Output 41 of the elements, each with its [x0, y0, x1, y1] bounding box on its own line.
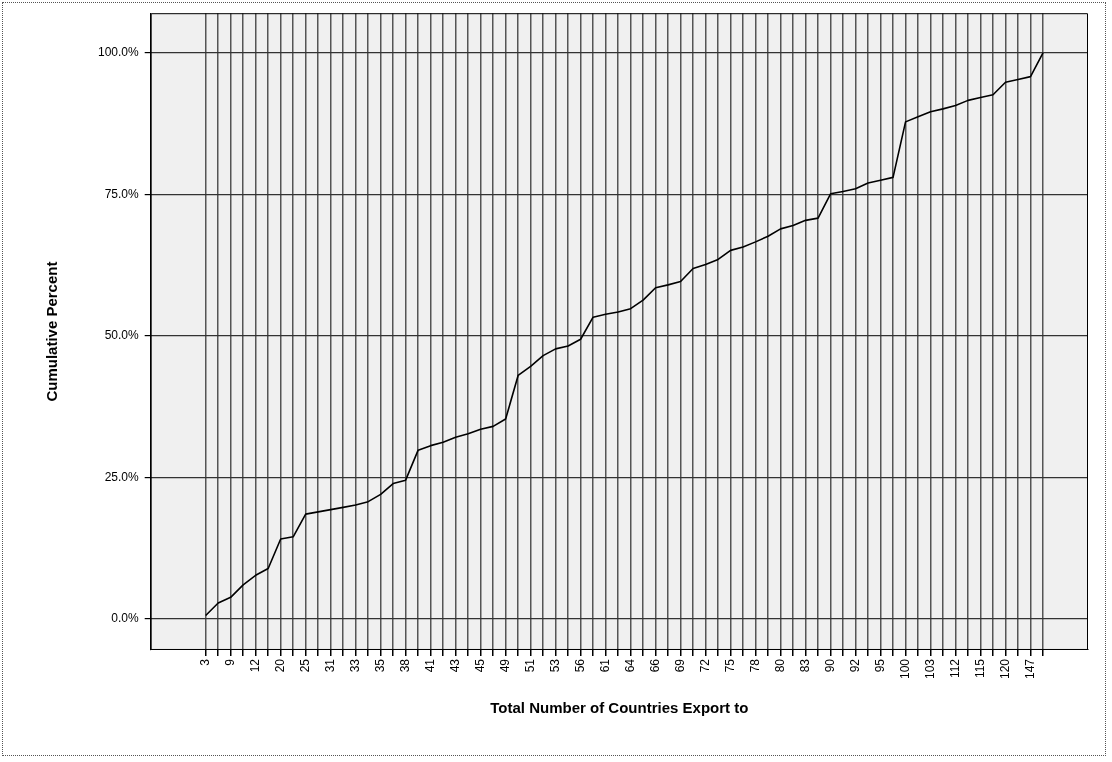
x-tick-label: 103	[922, 658, 937, 680]
x-tick-label: 56	[572, 658, 587, 673]
x-tick-label: 92	[847, 658, 862, 673]
x-tick-label: 38	[397, 658, 412, 673]
x-tick-label: 20	[272, 658, 287, 673]
x-tick-label: 31	[322, 658, 337, 673]
x-tick-label: 83	[797, 658, 812, 673]
y-tick-label: 0.0%	[111, 611, 140, 626]
x-tick-label: 64	[622, 658, 637, 673]
x-tick-label: 3	[198, 658, 212, 666]
x-tick-label: 9	[222, 658, 237, 666]
x-tick-label: 72	[697, 658, 712, 673]
y-tick-label: 50.0%	[104, 328, 140, 343]
x-tick-label: 90	[822, 658, 837, 673]
x-tick-label: 33	[347, 658, 362, 673]
y-tick-label: 25.0%	[104, 469, 140, 484]
x-tick-label: 115	[972, 658, 987, 679]
x-tick-label: 43	[447, 658, 462, 673]
x-tick-label: 51	[522, 658, 537, 673]
x-tick-label: 120	[997, 658, 1012, 680]
x-tick-label: 112	[947, 658, 962, 679]
x-tick-label: 80	[772, 658, 787, 673]
x-tick-label: 45	[472, 658, 487, 673]
x-tick-label: 12	[247, 658, 262, 673]
x-tick-label: 75	[722, 658, 737, 673]
y-tick-label: 75.0%	[104, 186, 140, 201]
y-axis-title: Cumulative Percent	[43, 261, 61, 402]
x-tick-label: 25	[297, 658, 312, 673]
x-tick-label: 100	[897, 658, 912, 680]
x-tick-label: 69	[672, 658, 687, 673]
x-tick-label: 41	[422, 658, 437, 673]
x-tick-label: 147	[1022, 658, 1037, 680]
x-tick-label: 95	[872, 658, 887, 673]
x-tick-label: 61	[597, 658, 612, 673]
x-tick-label: 49	[497, 658, 512, 673]
x-tick-label: 53	[547, 658, 562, 673]
y-tick-label: 100.0%	[98, 45, 140, 60]
x-tick-label: 35	[372, 658, 387, 673]
x-axis-title: Total Number of Countries Export to	[490, 699, 749, 717]
x-tick-label: 66	[647, 658, 662, 673]
x-tick-label: 78	[747, 658, 762, 673]
